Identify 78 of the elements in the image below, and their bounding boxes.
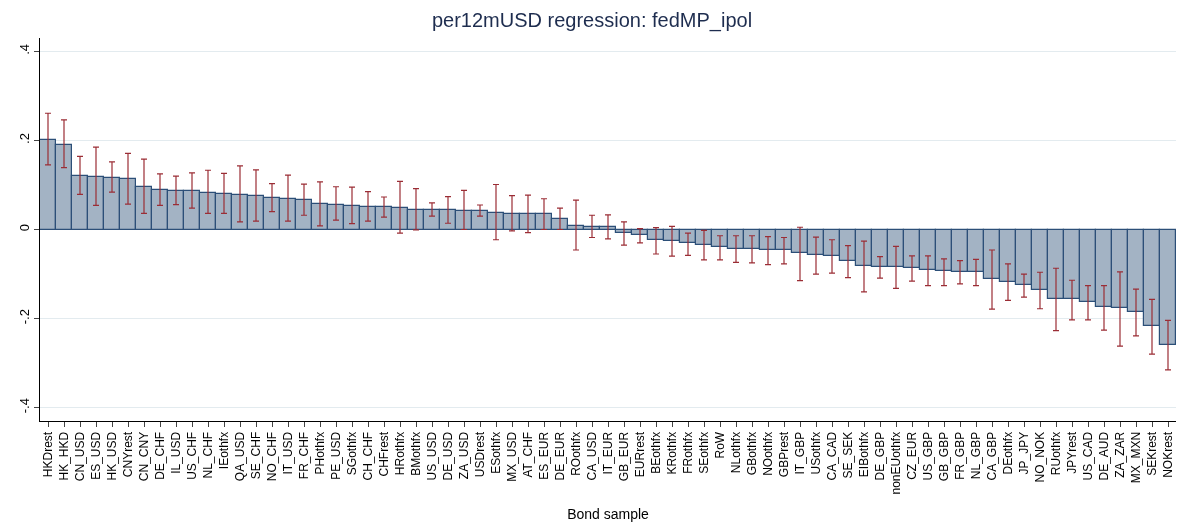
x-tick-label: US_GBP: [920, 431, 935, 481]
y-tick-label: .4: [16, 43, 32, 55]
x-tick-label: EIBothfx: [856, 431, 871, 478]
x-tick-label: DE_EUR: [552, 431, 567, 481]
x-tick-label: DE_CHF: [152, 431, 167, 480]
x-tick-label: IEothfx: [216, 431, 231, 470]
x-tick-label: MX_MXN: [1128, 431, 1143, 484]
x-tick-label: GB_GBP: [936, 431, 951, 482]
x-tick-label: SE_SEK: [840, 431, 855, 479]
x-tick-label: HK_USD: [104, 431, 119, 481]
x-tick-label: CA_GBP: [984, 431, 999, 481]
x-tick-label: CNYrest: [120, 431, 135, 478]
x-tick-label: HRothfx: [392, 431, 407, 476]
x-tick-label: KRothfx: [664, 431, 679, 475]
x-tick-label: PHothfx: [312, 431, 327, 475]
x-tick-label: NLothfx: [728, 431, 743, 474]
x-tick-label: JPYrest: [1064, 431, 1079, 474]
y-tick-label: -.4: [16, 398, 32, 414]
x-tick-label: QA_USD: [232, 431, 247, 482]
x-tick-label: NO_CHF: [264, 431, 279, 482]
x-tick-label: IT_GBP: [792, 431, 807, 475]
x-tick-label: CA_CAD: [824, 431, 839, 481]
x-tick-label: CH_CHF: [360, 431, 375, 481]
x-tick-label: PE_USD: [328, 431, 343, 480]
x-tick-label: IT_EUR: [600, 431, 615, 475]
x-tick-label: ES_EUR: [536, 431, 551, 480]
x-tick-label: NOothfx: [760, 431, 775, 476]
x-tick-label: FR_GBP: [952, 431, 967, 480]
x-tick-label: ESothfx: [488, 431, 503, 474]
x-tick-label: SGothfx: [344, 431, 359, 476]
x-tick-label: JP_JPY: [1016, 431, 1031, 475]
y-tick-label: -.2: [16, 309, 32, 325]
chart-title: per12mUSD regression: fedMP_ipol: [431, 9, 753, 33]
x-tick-label: NO_NOK: [1032, 431, 1047, 483]
y-tick-label: 0: [16, 223, 32, 232]
x-tick-label: IT_USD: [280, 431, 295, 475]
x-tick-label: FR_CHF: [296, 431, 311, 480]
x-tick-label: ZA_ZAR: [1112, 431, 1127, 478]
x-tick-label: RoW: [712, 431, 727, 459]
x-tick-label: RUothfx: [1048, 431, 1063, 476]
x-tick-label: BMothfx: [408, 431, 423, 476]
x-tick-label: ZA_USD: [456, 431, 471, 480]
x-tick-label: FRothfx: [680, 431, 695, 474]
x-tick-label: GB_EUR: [616, 431, 631, 482]
x-tick-label: HK_HKD: [56, 431, 71, 481]
x-tick-label: US_CAD: [1080, 431, 1095, 481]
x-tick-label: US_CHF: [184, 431, 199, 480]
x-tick-label: SEothfx: [696, 431, 711, 474]
x-tick-label: CN_USD: [72, 431, 87, 482]
x-tick-label: MX_USD: [504, 431, 519, 482]
x-tick-label: USDrest: [472, 431, 487, 478]
x-tick-label: EURrest: [632, 431, 647, 478]
x-tick-label: DEothfx: [1000, 431, 1015, 475]
x-tick-label: DE_GBP: [872, 431, 887, 481]
x-tick-label: US_USD: [424, 431, 439, 481]
x-tick-label: GBPrest: [776, 431, 791, 478]
x-tick-label: AT_CHF: [520, 431, 535, 478]
x-tick-label: ES_USD: [88, 431, 103, 480]
x-tick-label: ROothfx: [568, 431, 583, 476]
x-tick-label: BEothfx: [648, 431, 663, 474]
x-tick-label: GBothfx: [744, 431, 759, 476]
x-tick-label: CA_USD: [584, 431, 599, 481]
x-tick-label: CZ_EUR: [904, 431, 919, 480]
x-tick-label: IL_USD: [168, 431, 183, 474]
x-tick-label: DE_AUD: [1096, 431, 1111, 481]
x-tick-label: NL_GBP: [968, 431, 983, 480]
x-axis-title: Bond sample: [567, 505, 650, 522]
x-tick-label: NOKrest: [1160, 431, 1175, 478]
x-tick-label: DE_USD: [440, 431, 455, 481]
x-tick-label: CHFrest: [376, 431, 391, 477]
x-tick-label: NL_CHF: [200, 431, 215, 479]
y-tick-label: .2: [16, 133, 32, 144]
x-tick-label: SE_CHF: [248, 431, 263, 480]
x-tick-label: CN_CNY: [136, 431, 151, 482]
x-tick-label: SEKrest: [1144, 431, 1159, 476]
x-tick-label: HKDrest: [40, 431, 55, 478]
x-tick-label: nonEUothfx: [888, 431, 903, 495]
x-tick-label: USothfx: [808, 431, 823, 475]
